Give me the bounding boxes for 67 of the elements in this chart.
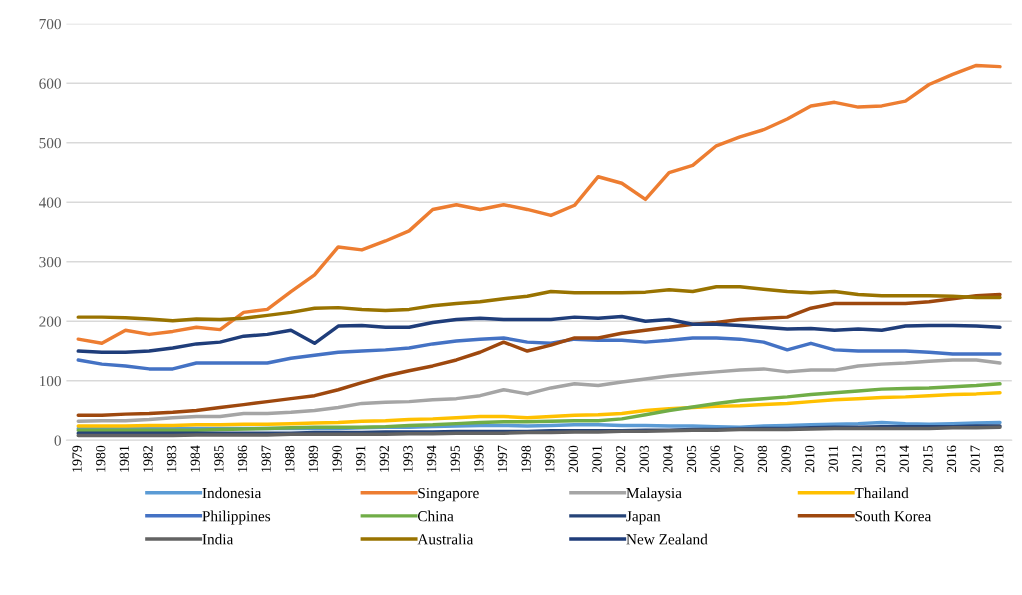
y-tick-label: 400 (38, 197, 61, 208)
x-tick-label: 2017 (970, 445, 980, 473)
x-tick-label: 2015 (923, 445, 933, 473)
x-tick-label: 2010 (805, 445, 815, 473)
line-series (76, 336, 1002, 371)
legend-label: Malaysia (626, 487, 682, 502)
y-tick-label: 700 (39, 18, 61, 30)
y-tick-label: 500 (39, 137, 61, 149)
legend-label: China (417, 510, 454, 522)
y-tick-label: 300 (39, 256, 61, 268)
legend-label: Indonesia (202, 487, 262, 499)
legend-label: New Zealand (626, 533, 708, 545)
legend-label: Japan (626, 511, 661, 525)
y-tick-label: 0 (54, 435, 61, 446)
x-tick-label: 1982 (143, 445, 153, 472)
legend-label: Australia (417, 533, 474, 545)
x-tick-label: 1991 (355, 445, 366, 472)
x-tick-label: 2018 (994, 445, 1004, 473)
x-tick-label: 2001 (592, 445, 602, 473)
line-series (76, 358, 1002, 423)
x-tick-label: 1985 (214, 445, 224, 472)
x-tick-label: 2009 (781, 445, 791, 473)
x-tick-label: 2005 (686, 445, 697, 473)
x-tick-label: 1986 (237, 445, 248, 472)
legend-label: South Korea (855, 510, 932, 522)
x-tick-label: 1989 (308, 445, 319, 472)
x-tick-label: 2008 (757, 445, 768, 473)
x-tick-label: 1983 (166, 445, 177, 472)
x-tick-label: 2016 (946, 445, 957, 473)
legend-label: Philippines (202, 510, 271, 525)
x-tick-label: 1980 (95, 445, 106, 472)
x-tick-label: 1999 (545, 445, 555, 472)
y-tick-label: 600 (39, 78, 61, 89)
x-tick-label: 2011 (828, 445, 838, 472)
x-tick-label: 1994 (426, 445, 437, 472)
line-series (76, 292, 1002, 418)
line-series (76, 285, 1002, 323)
x-tick-label: 2013 (875, 445, 886, 473)
x-tick-label: 2007 (734, 445, 744, 473)
x-tick-label: 2014 (899, 445, 909, 473)
legend-label: India (202, 533, 234, 545)
x-tick-label: 1993 (403, 445, 413, 472)
legend-label: Thailand (854, 487, 909, 499)
x-tick-label: 1998 (521, 445, 531, 472)
y-tick-label: 100 (40, 375, 61, 387)
x-tick-label: 2003 (639, 445, 649, 473)
line-series (76, 390, 1002, 428)
x-tick-label: 1987 (261, 445, 271, 472)
line-series (76, 314, 1002, 354)
legend-label: Singapore (418, 487, 479, 502)
x-tick-label: 1997 (497, 445, 508, 472)
x-tick-label: 1979 (72, 445, 82, 472)
x-tick-label: 1992 (379, 445, 389, 472)
line-series (76, 63, 1002, 346)
x-tick-label: 1984 (190, 445, 200, 472)
line-series (76, 382, 1002, 432)
x-tick-label: 2004 (663, 445, 673, 473)
x-tick-label: 2006 (710, 445, 720, 473)
x-tick-label: 2012 (852, 445, 862, 473)
x-tick-label: 1995 (450, 445, 460, 472)
y-tick-label: 200 (39, 316, 61, 327)
x-tick-label: 1996 (474, 445, 484, 472)
x-tick-label: 2000 (568, 445, 579, 473)
x-tick-label: 1988 (285, 445, 295, 472)
x-tick-label: 1990 (332, 445, 342, 472)
x-tick-label: 2002 (615, 445, 626, 473)
x-tick-label: 1981 (119, 445, 129, 472)
